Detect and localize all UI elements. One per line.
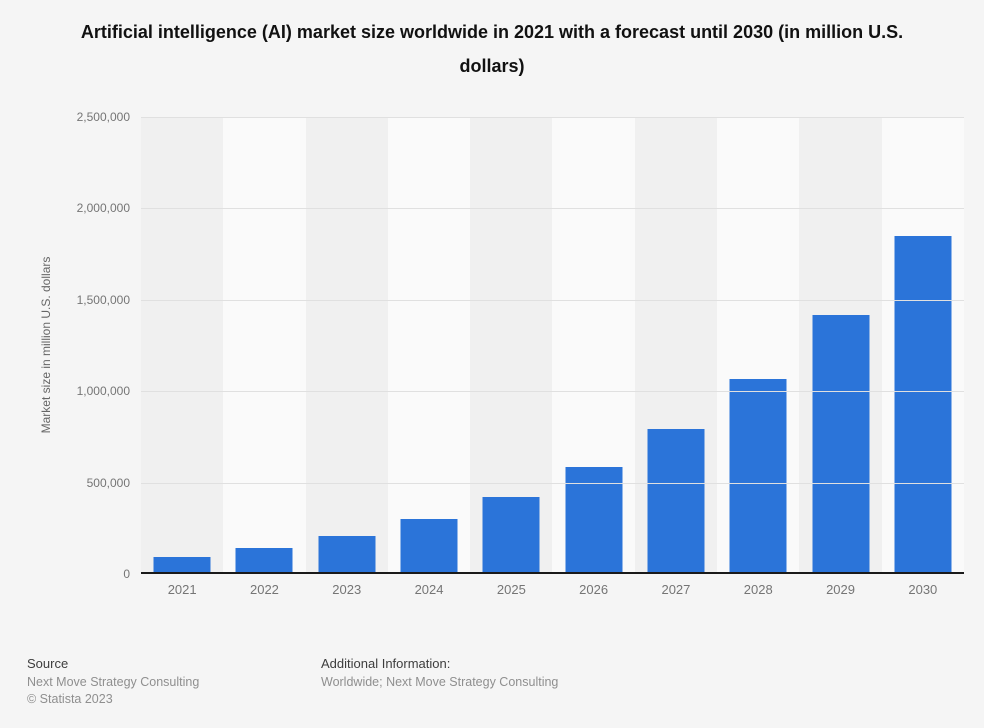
plot-column-2028 xyxy=(717,117,800,574)
plot-column-2021 xyxy=(141,117,224,574)
x-tick-label-2022: 2022 xyxy=(249,582,279,597)
x-tick-label-2025: 2025 xyxy=(496,582,526,597)
plot-column-2027 xyxy=(634,117,718,574)
gridline-2000000 xyxy=(141,208,964,210)
plot-column-2026 xyxy=(552,117,635,574)
gridline-500000 xyxy=(141,482,964,484)
plot-column-2022 xyxy=(223,117,306,574)
x-axis-labels: 2021 2022 2023 2024 2025 2026 2027 2028 2029 2030 xyxy=(141,582,964,597)
additional-information-text: Worldwide; Next Move Strategy Consulting xyxy=(321,675,559,689)
x-tick-label-2021: 2021 xyxy=(167,582,197,597)
x-tick-label-2028: 2028 xyxy=(743,582,773,597)
plot-column-2024 xyxy=(387,117,471,574)
x-tick-label-2023: 2023 xyxy=(332,582,362,597)
y-tick-label-1000000: 1,000,000 xyxy=(76,384,130,399)
source-label: Source xyxy=(27,656,69,671)
bar-2029[interactable] xyxy=(812,315,870,574)
bar-2024[interactable] xyxy=(400,519,458,574)
footer-additional-block: Additional Information: Worldwide; Next … xyxy=(321,656,558,691)
bar-2028[interactable] xyxy=(729,378,787,574)
y-tick-label-1500000: 1,500,000 xyxy=(76,292,130,307)
plot-column-2023 xyxy=(305,117,388,574)
bar-2023[interactable] xyxy=(318,536,376,574)
plot-column-2025 xyxy=(470,117,553,574)
gridline-1000000 xyxy=(141,391,964,393)
gridline-1500000 xyxy=(141,299,964,301)
additional-information-label: Additional Information: xyxy=(321,656,451,671)
footer-source-block: Source Next Move Strategy Consulting © S… xyxy=(27,656,199,708)
bar-2030[interactable] xyxy=(894,236,952,574)
bar-2022[interactable] xyxy=(235,547,293,574)
y-tick-label-2000000: 2,000,000 xyxy=(76,201,130,216)
bar-2027[interactable] xyxy=(647,428,705,574)
plot-area xyxy=(141,117,964,574)
bar-2021[interactable] xyxy=(153,556,211,574)
gridline-2500000 xyxy=(141,117,964,118)
y-tick-label-2500000: 2,500,000 xyxy=(76,110,130,124)
x-tick-label-2030: 2030 xyxy=(908,582,938,597)
bar-2026[interactable] xyxy=(565,467,623,574)
x-tick-label-2026: 2026 xyxy=(579,582,609,597)
y-tick-label-500000: 500,000 xyxy=(86,475,130,490)
y-axis-labels: 0 500,000 1,000,000 1,500,000 2,000,000 2,500… xyxy=(0,110,130,581)
chart-title: Artificial intelligence (AI) market size… xyxy=(80,22,904,76)
bar-2025[interactable] xyxy=(482,497,540,574)
plot-column-2030 xyxy=(881,117,964,574)
x-tick-label-2027: 2027 xyxy=(661,582,691,597)
x-axis-line xyxy=(141,572,964,574)
x-tick-label-2024: 2024 xyxy=(414,582,444,597)
plot-column-2029 xyxy=(799,117,882,574)
source-name: Next Move Strategy Consulting xyxy=(27,675,200,689)
x-tick-label-2029: 2029 xyxy=(826,582,855,597)
statista-copyright: © Statista 2023 xyxy=(27,692,113,706)
y-tick-label-0: 0 xyxy=(123,567,130,581)
